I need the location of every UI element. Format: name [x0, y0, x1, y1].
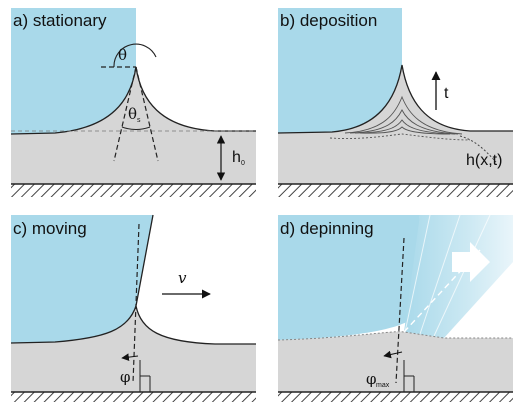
velocity-symbol: v: [178, 269, 187, 287]
tip-angle-subscript: s: [137, 117, 141, 124]
panel-label: a) stationary: [13, 11, 107, 30]
wedge-edge-1: [404, 214, 431, 333]
panel-label: b) deposition: [280, 11, 377, 30]
panel-b: b) deposition t h(x,t): [277, 8, 513, 197]
wedge-edge-2: [419, 214, 461, 335]
substrate-region: [278, 331, 513, 392]
tilt-angle-marker: [121, 353, 139, 361]
substrate-region: [11, 67, 256, 184]
height-subscript: 0: [241, 160, 245, 167]
liquid-region: [278, 215, 420, 340]
substrate-region: [11, 306, 256, 392]
height-symbol: h: [232, 149, 241, 166]
tip-angle-arc: [121, 126, 151, 130]
dashed-tangent-left: [113, 66, 137, 162]
liquid-region: [278, 8, 402, 133]
panel-c: c) moving v φ: [10, 214, 256, 402]
tilt-angle-symbol: φ: [120, 368, 131, 386]
dashed-tangent-right: [135, 66, 159, 162]
time-symbol: t: [444, 85, 449, 102]
panel-a: a) stationary θ θ s h 0: [10, 8, 256, 197]
tilt-angle-symbol: φ: [366, 370, 377, 388]
hatched-base: [278, 184, 513, 197]
dashed-tilt-line: [395, 237, 405, 384]
hatched-base: [11, 392, 256, 402]
hatched-base: [11, 184, 256, 197]
wedge-edge-3: [433, 214, 491, 337]
profile-symbol: h(x,t): [466, 152, 502, 169]
interface-line-dotted: [277, 331, 513, 341]
growth-profiles: [329, 95, 471, 141]
substrate-profile-dotted: [459, 135, 497, 163]
substrate-region: [278, 65, 513, 184]
panel-label: d) depinning: [280, 219, 374, 238]
tip-angle-symbol: θ: [128, 105, 137, 123]
liquid-region: [11, 215, 153, 343]
tilt-angle-subscript: max: [376, 382, 390, 389]
interface-line: [277, 64, 513, 134]
panel-d: d) depinning φ max: [277, 214, 513, 402]
depinning-wedges: [404, 215, 513, 338]
hatched-base: [278, 392, 513, 402]
liquid-region: [11, 8, 136, 134]
panel-label: c) moving: [13, 219, 87, 238]
motion-arrow-icon: [452, 242, 490, 282]
contact-angle-arc: [113, 43, 157, 68]
interface-line: [10, 214, 256, 345]
tilt-angle-marker: [383, 350, 403, 359]
contact-angle-symbol: θ: [118, 46, 127, 64]
